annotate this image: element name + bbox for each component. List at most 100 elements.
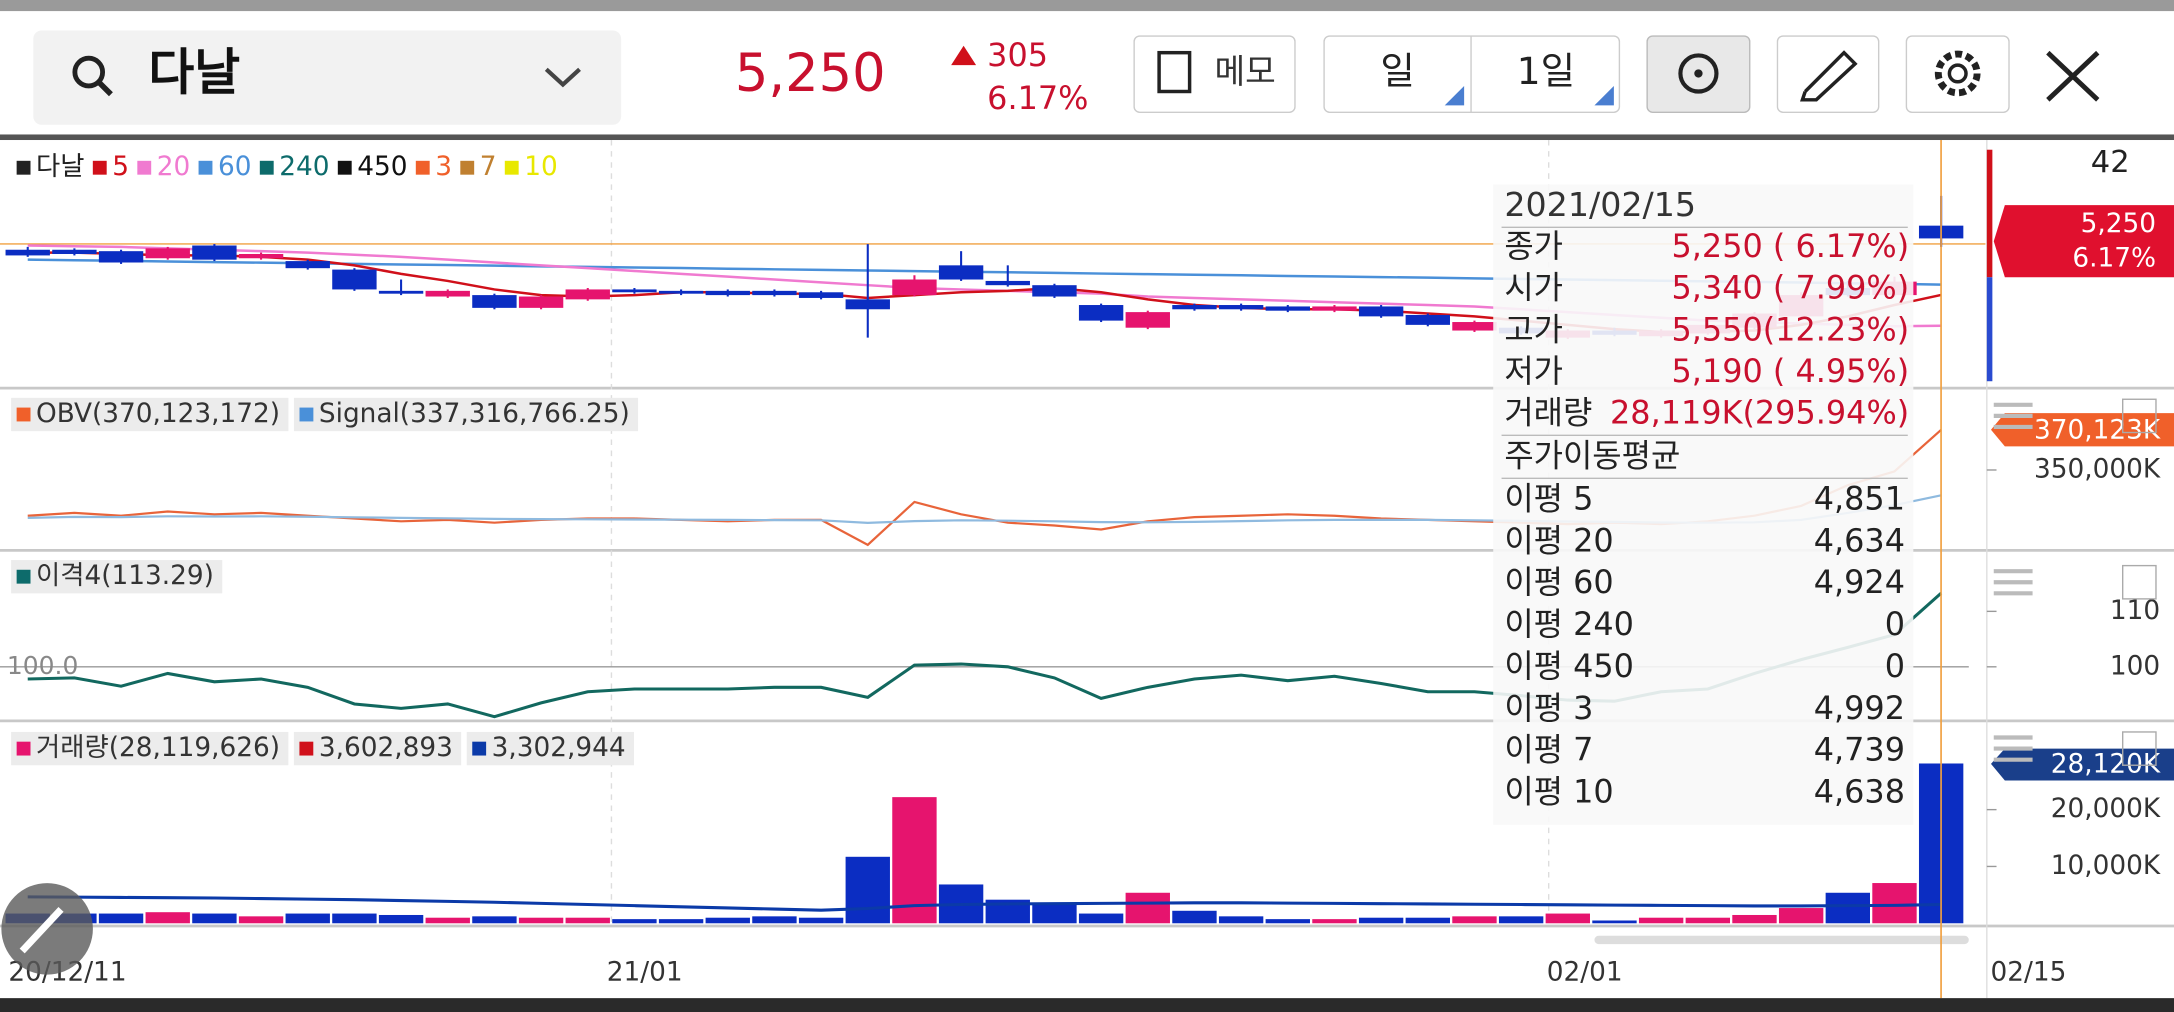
dropdown-icon[interactable] xyxy=(544,67,581,88)
tooltip-label: 종가 xyxy=(1504,227,1563,265)
draw-button[interactable] xyxy=(1776,35,1880,113)
volume-bar xyxy=(1265,919,1310,924)
candle-body xyxy=(845,299,890,310)
volume-bar xyxy=(658,919,704,924)
volume-bar xyxy=(1312,919,1357,924)
candle-body xyxy=(238,254,284,259)
legend-swatch xyxy=(198,160,213,175)
x-tick-label: 02/01 xyxy=(1547,958,1623,988)
legend-label: 5 xyxy=(112,152,129,182)
close-button[interactable] xyxy=(2046,50,2100,102)
legend-label: 20 xyxy=(157,152,191,182)
volume-bar xyxy=(612,919,657,924)
candle-body xyxy=(985,280,1030,286)
candle-body xyxy=(612,289,657,293)
candle-body xyxy=(658,290,704,294)
tooltip-value: 5,550(12.23%) xyxy=(1671,310,1909,348)
tooltip-value: 4,924 xyxy=(1814,563,1905,601)
gear-icon xyxy=(1947,63,1968,84)
candle-body xyxy=(52,249,97,255)
candle-body xyxy=(332,269,377,290)
header-border xyxy=(0,134,2174,141)
obv-tag xyxy=(1990,413,2174,447)
tooltip-value: 0 xyxy=(1885,605,1905,643)
panel-close[interactable] xyxy=(2122,564,2157,600)
candle-body xyxy=(518,296,564,308)
candle-body xyxy=(1265,306,1310,311)
candle-body xyxy=(98,251,144,263)
candle-body xyxy=(1172,305,1217,310)
memo-icon xyxy=(1157,50,1192,94)
legend-label: 450 xyxy=(357,152,407,182)
up-arrow xyxy=(951,45,977,66)
legend-label: 60 xyxy=(218,152,252,182)
tooltip-label: 시가 xyxy=(1504,269,1563,307)
legend-swatch xyxy=(16,741,31,756)
legend-label: 240 xyxy=(279,152,329,182)
tooltip-value: 4,851 xyxy=(1814,479,1905,517)
tooltip-label: 이평 20 xyxy=(1504,521,1613,559)
candle-body xyxy=(938,265,984,280)
reference-label: 100.0 xyxy=(7,651,78,680)
legend-bg xyxy=(11,560,223,594)
candle-body xyxy=(472,295,517,308)
tooltip-bg xyxy=(1493,184,1914,825)
candle-body xyxy=(425,290,470,297)
volume-bar xyxy=(1032,903,1077,924)
volume-bar xyxy=(1732,914,1777,924)
legend-label: 10 xyxy=(524,152,558,182)
axis-corner: 42 xyxy=(2091,145,2130,180)
volume-bar xyxy=(285,913,330,924)
legend-swatch xyxy=(504,160,519,175)
tooltip-label: 이평 60 xyxy=(1504,563,1613,601)
tooltip-value: 28,119K(295.94%) xyxy=(1610,394,1909,432)
period-label[interactable]: 일 xyxy=(1380,49,1414,93)
volume-bar xyxy=(1498,916,1544,924)
search-icon xyxy=(96,79,113,97)
candle-body xyxy=(1032,285,1077,297)
legend-swatch xyxy=(415,160,430,175)
bottom-bar xyxy=(0,998,2174,1012)
legend-bg xyxy=(466,731,634,766)
volume-bar xyxy=(1125,892,1170,924)
volume-bar xyxy=(1172,910,1217,924)
tooltip-label: 이평 10 xyxy=(1504,773,1613,811)
crosshair-icon xyxy=(1694,69,1703,78)
tooltip-value: 4,992 xyxy=(1814,689,1905,727)
panel-close[interactable] xyxy=(2122,731,2157,766)
panel-close[interactable] xyxy=(2122,398,2157,434)
tooltip-label: 고가 xyxy=(1504,310,1563,348)
volume-bar xyxy=(892,797,937,924)
legend-swatch xyxy=(137,160,152,175)
interval-label[interactable]: 1일 xyxy=(1517,49,1575,93)
volume-bar xyxy=(1825,892,1871,924)
chart-area: 다날 5 20 60 240 450 3 7 10 42 5,250 6.17% OBV(370,123… xyxy=(0,140,2174,999)
legend-swatch xyxy=(299,407,314,422)
volume-bar xyxy=(1592,920,1637,924)
settings-button[interactable] xyxy=(1905,35,2010,113)
candle-body xyxy=(1078,305,1124,321)
tooltip-value: 4,634 xyxy=(1814,521,1905,559)
legend-swatch xyxy=(259,160,274,175)
y-tick-label: 350,000K xyxy=(2034,454,2161,484)
volume-bar xyxy=(1545,913,1590,924)
candle-body xyxy=(565,289,610,300)
price-tag xyxy=(1993,205,2174,278)
tooltip-label: 거래량 xyxy=(1504,394,1592,432)
legend-swatch xyxy=(92,160,107,175)
candle-body xyxy=(1452,322,1497,331)
y-tick-label: 10,000K xyxy=(2051,851,2161,881)
legend-label: 거래량(28,119,626) xyxy=(36,733,280,763)
volume-ma-line xyxy=(27,895,1942,912)
axis-bar-down xyxy=(1986,277,1993,382)
candle-body xyxy=(892,279,937,296)
y-tick-label: 100 xyxy=(2110,651,2160,681)
volume-bar xyxy=(332,913,377,924)
legend-label: 다날 xyxy=(36,152,84,182)
gear-icon xyxy=(1934,50,1981,97)
volume-bar xyxy=(1358,917,1404,924)
axis-bar-up xyxy=(1986,149,1993,278)
search-box[interactable] xyxy=(33,30,622,125)
candle-body xyxy=(145,248,190,259)
